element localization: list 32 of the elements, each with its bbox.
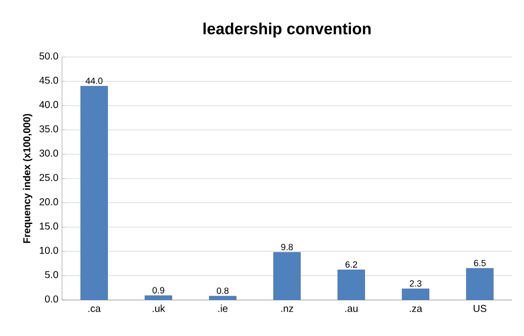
y-tick-label: 35.0 — [39, 125, 58, 132]
data-label: 6.2 — [346, 261, 358, 268]
y-axis-title: Frequency index (x100,000) — [22, 114, 32, 243]
y-tick-label: 45.0 — [39, 76, 58, 84]
x-tick-label: .ca — [88, 306, 101, 312]
y-tick-label: 50.0 — [39, 52, 58, 60]
y-tick-label: 10.0 — [40, 246, 58, 254]
x-tick-label: .uk — [152, 304, 166, 312]
x-tick-label: .za — [410, 306, 422, 312]
x-tick-label: .nz — [281, 306, 294, 312]
y-tick-label: 0.0 — [45, 295, 58, 302]
x-tick-label: .au — [345, 306, 358, 312]
y-tick-label: 5.0 — [45, 271, 58, 278]
x-tick-label: .ie — [218, 304, 228, 312]
data-label: 0.8 — [216, 288, 229, 294]
data-label: 2.3 — [410, 280, 422, 287]
bar — [466, 268, 494, 300]
bar — [402, 288, 430, 300]
data-label: 9.8 — [281, 244, 293, 250]
chart-title: leadership convention — [204, 22, 371, 38]
data-label: 0.9 — [152, 287, 164, 294]
y-tick-label: 25.0 — [40, 174, 58, 181]
data-label: 44.0 — [86, 78, 103, 84]
x-tick-label: US — [474, 304, 486, 312]
y-tick-label: 20.0 — [40, 198, 58, 206]
data-label: 6.5 — [474, 260, 486, 266]
y-tick-label: 40.0 — [39, 101, 58, 108]
bar — [80, 86, 108, 300]
bar — [338, 270, 365, 300]
y-tick-label: 30.0 — [39, 150, 58, 157]
y-tick-label: 15.0 — [40, 222, 58, 230]
bar — [273, 252, 301, 300]
